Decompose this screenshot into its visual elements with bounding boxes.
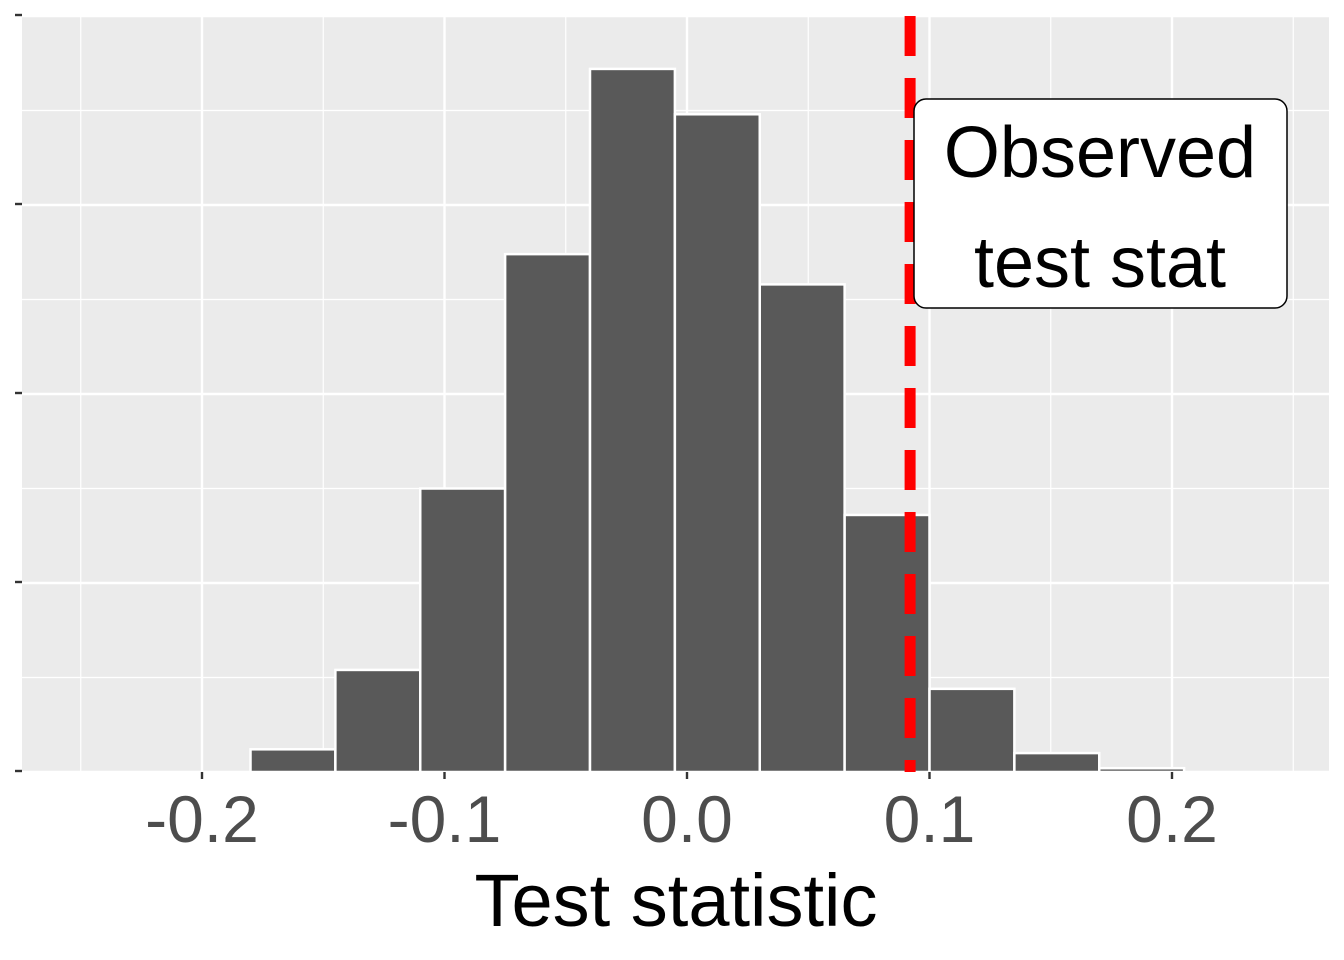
histogram-bar — [588, 67, 677, 774]
observed-annotation: Observed test stat — [913, 98, 1288, 309]
annotation-box — [913, 98, 1288, 309]
histogram-bar — [1013, 751, 1101, 774]
x-axis-title: Test statistic — [475, 859, 878, 942]
x-tick-label: 0.0 — [641, 782, 733, 856]
x-tick-label: -0.1 — [388, 782, 502, 856]
annotation-line-2: test stat — [974, 223, 1226, 303]
x-tick-label: 0.2 — [1126, 782, 1218, 856]
x-tick-label: -0.2 — [145, 782, 259, 856]
histogram-bar — [1098, 766, 1186, 774]
bars — [249, 67, 1186, 774]
x-tick-label: 0.1 — [884, 782, 976, 856]
histogram-bar — [758, 283, 846, 774]
histogram-bar — [673, 113, 761, 774]
histogram-bar — [249, 748, 337, 774]
histogram-bar — [419, 487, 507, 774]
histogram-bar — [843, 513, 931, 774]
histogram-bar — [503, 252, 592, 774]
histogram-bar — [334, 668, 422, 774]
histogram-bar — [928, 687, 1016, 774]
axes: -0.2 -0.1 0.0 0.1 0.2 — [15, 13, 1218, 856]
annotation-line-1: Observed — [944, 113, 1256, 193]
